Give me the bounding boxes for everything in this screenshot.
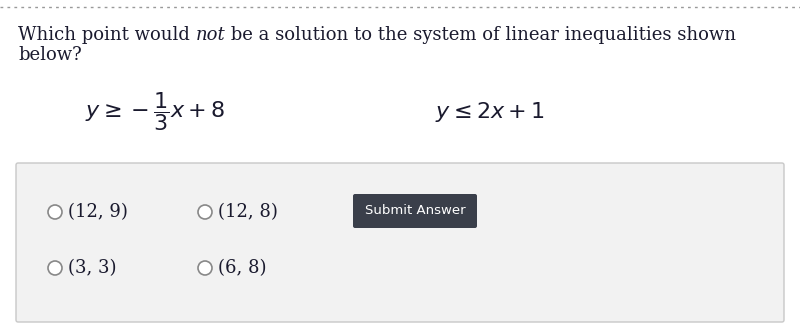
Circle shape [198, 261, 212, 275]
Circle shape [198, 205, 212, 219]
Text: not: not [196, 26, 226, 44]
Text: be a solution to the system of linear inequalities shown: be a solution to the system of linear in… [226, 26, 736, 44]
Text: (12, 9): (12, 9) [68, 203, 128, 221]
Text: (12, 8): (12, 8) [218, 203, 278, 221]
Text: $y \leq 2x + 1$: $y \leq 2x + 1$ [435, 100, 545, 124]
Text: $y \geq -\dfrac{1}{3}x + 8$: $y \geq -\dfrac{1}{3}x + 8$ [85, 90, 225, 133]
FancyBboxPatch shape [353, 194, 477, 228]
FancyBboxPatch shape [16, 163, 784, 322]
Text: (6, 8): (6, 8) [218, 259, 266, 277]
Text: below?: below? [18, 46, 82, 64]
Text: (3, 3): (3, 3) [68, 259, 117, 277]
Text: Which point would: Which point would [18, 26, 196, 44]
Circle shape [48, 205, 62, 219]
Text: Submit Answer: Submit Answer [365, 205, 466, 217]
Circle shape [48, 261, 62, 275]
